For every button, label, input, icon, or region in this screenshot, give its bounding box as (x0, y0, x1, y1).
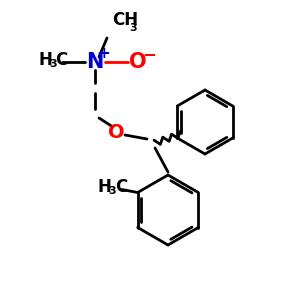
Text: O: O (129, 52, 147, 72)
Text: 3: 3 (109, 187, 116, 196)
Text: O: O (108, 124, 124, 142)
Text: CH: CH (112, 11, 138, 29)
Text: 3: 3 (49, 59, 57, 69)
Text: 3: 3 (129, 23, 136, 33)
Text: H: H (38, 51, 52, 69)
Text: H: H (98, 178, 112, 196)
Text: C: C (115, 178, 127, 196)
Text: −: − (142, 45, 156, 63)
Text: +: + (98, 46, 110, 62)
Text: N: N (86, 52, 104, 72)
Text: C: C (55, 51, 67, 69)
